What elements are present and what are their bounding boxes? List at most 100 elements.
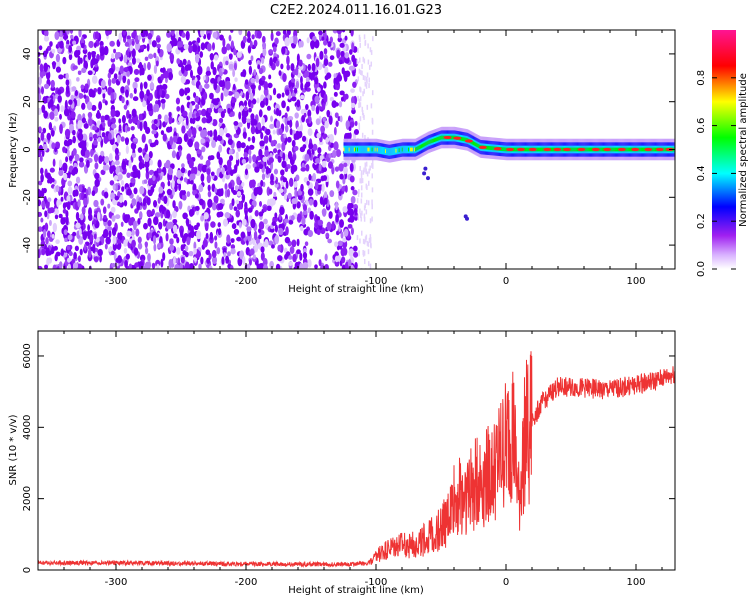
- spectrogram-noise-cell: [269, 57, 274, 67]
- spectrogram-noise-cell: [350, 227, 354, 236]
- spectrogram-noise-cell: [248, 144, 255, 150]
- spectrogram-noise-cell: [286, 64, 291, 71]
- spectrogram-noise-cell: [189, 69, 194, 79]
- spectrogram-noise-cell: [83, 197, 88, 207]
- spectrogram-noise-cell: [252, 138, 255, 144]
- spectrogram-noise-cell: [280, 169, 285, 176]
- spectrogram-noise-cell: [51, 129, 55, 137]
- spectrogram-noise-cell: [92, 243, 96, 254]
- spectrogram-noise-cell: [244, 210, 248, 217]
- spectrogram-noise-cell: [123, 239, 128, 247]
- spectrogram-noise-cell: [74, 153, 80, 162]
- spectrogram-y-tick-label: 0: [22, 146, 33, 152]
- spectrogram-noise-cell: [368, 168, 370, 174]
- signal-peak: [435, 137, 437, 142]
- spectrogram-noise-cell: [284, 253, 289, 260]
- spectrogram-noise-cell: [197, 65, 203, 76]
- spectrogram-noise-cell: [179, 88, 185, 97]
- spectrogram-noise-cell: [157, 47, 161, 54]
- spectrogram-noise-cell: [339, 219, 344, 228]
- spectrogram-noise-cell: [312, 143, 318, 151]
- spectrogram-noise-cell: [366, 72, 369, 78]
- spectrogram-noise-cell: [234, 77, 238, 82]
- spectrogram-noise-cell: [238, 30, 243, 36]
- spectrogram-noise-cell: [364, 40, 366, 46]
- spectrogram-noise-cell: [68, 53, 73, 61]
- spectrogram-noise-cell: [316, 132, 321, 139]
- spectrogram-noise-cell: [266, 105, 271, 111]
- spectrogram-noise-cell: [210, 103, 214, 110]
- spectrogram-noise-cell: [212, 118, 218, 127]
- spectrogram-noise-cell: [110, 53, 115, 60]
- spectrogram-noise-cell: [228, 155, 234, 161]
- spectrogram-noise-cell: [352, 189, 358, 196]
- spectrogram-noise-cell: [146, 43, 150, 52]
- spectrogram-noise-cell: [77, 70, 82, 75]
- spectrogram-noise-cell: [285, 226, 289, 236]
- spectrogram-noise-cell: [263, 218, 268, 225]
- spectrogram-noise-cell: [68, 45, 73, 54]
- spectrogram-noise-cell: [316, 228, 321, 236]
- spectrogram-noise-cell: [65, 156, 69, 163]
- spectrogram-noise-cell: [121, 186, 125, 192]
- signal-peak: [374, 147, 376, 152]
- signal-peak: [610, 147, 612, 152]
- spectrogram-noise-cell: [154, 103, 160, 113]
- spectrogram-noise-cell: [94, 162, 99, 170]
- spectrogram-noise-cell: [102, 92, 106, 99]
- spectrogram-noise-cell: [267, 82, 273, 89]
- spectrogram-noise-cell: [47, 257, 53, 264]
- spectrogram-noise-cell: [368, 77, 371, 83]
- spectrogram-noise-cell: [245, 164, 252, 170]
- spectrogram-noise-cell: [365, 169, 367, 175]
- spectrogram-noise-cell: [42, 144, 48, 152]
- spectrogram-noise-cell: [321, 183, 325, 193]
- spectrogram-noise-cell: [188, 209, 194, 217]
- spectrogram-noise-cell: [200, 256, 204, 265]
- spectrogram-noise-cell: [191, 44, 198, 53]
- signal-core: [409, 145, 411, 154]
- spectrogram-noise-cell: [94, 62, 98, 68]
- spectrogram-noise-cell: [262, 156, 268, 162]
- spectrogram-noise-cell: [359, 102, 362, 108]
- spectrogram-noise-cell: [83, 94, 87, 99]
- spectrogram-noise-cell: [358, 34, 361, 40]
- spectrogram-noise-cell: [63, 31, 67, 41]
- spectrogram-noise-cell: [291, 139, 296, 148]
- spectrogram-noise-cell: [226, 188, 231, 198]
- spectrogram-noise-cell: [359, 165, 361, 171]
- spectrogram-noise-cell: [50, 79, 55, 89]
- spectrogram-noise-cell: [221, 46, 227, 55]
- spectrogram-noise-cell: [178, 148, 182, 157]
- spectrogram-noise-cell: [204, 222, 209, 232]
- spectrogram-noise-cell: [207, 198, 213, 208]
- spectrogram-noise-cell: [58, 74, 64, 80]
- spectrogram-noise-cell: [112, 235, 117, 245]
- colorbar-tick-label: 0.6: [696, 118, 707, 134]
- spectrogram-noise-cell: [204, 75, 208, 82]
- spectrogram-noise-cell: [315, 57, 320, 68]
- spectrogram-noise-cell: [254, 210, 259, 217]
- spectrogram-noise-cell: [322, 102, 326, 111]
- spectrogram-noise-cell: [359, 57, 361, 63]
- signal-core: [397, 146, 399, 155]
- spectrogram-noise-cell: [172, 219, 178, 224]
- spectrogram-noise-cell: [236, 190, 242, 197]
- spectrogram-noise-cell: [284, 166, 289, 173]
- spectrogram-noise-cell: [357, 95, 359, 101]
- spectrogram-noise-cell: [70, 34, 74, 40]
- signal-peak: [463, 137, 465, 142]
- spectrogram-noise-cell: [201, 146, 206, 153]
- spectrogram-noise-cell: [253, 69, 257, 76]
- signal-peak: [452, 135, 454, 140]
- spectrogram-noise-cell: [324, 120, 329, 129]
- signal-peak: [422, 143, 424, 148]
- signal-peak: [540, 147, 542, 152]
- signal-core: [351, 145, 354, 154]
- spectrogram-noise-cell: [364, 81, 367, 87]
- spectrogram-noise-cell: [315, 105, 320, 115]
- signal-peak: [664, 147, 667, 152]
- spectrogram-noise-cell: [251, 237, 256, 246]
- spectrogram-noise-cell: [254, 243, 259, 253]
- spectrogram-noise-cell: [55, 141, 61, 149]
